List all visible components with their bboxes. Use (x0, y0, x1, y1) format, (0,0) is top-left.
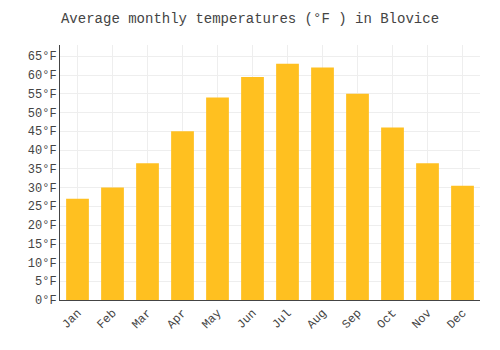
svg-text:Jun: Jun (234, 307, 259, 332)
svg-text:Nov: Nov (409, 307, 434, 332)
svg-text:Apr: Apr (164, 307, 189, 332)
svg-text:Sep: Sep (339, 307, 364, 332)
svg-text:55°F: 55°F (28, 88, 57, 102)
svg-text:Aug: Aug (304, 307, 329, 332)
svg-text:60°F: 60°F (28, 69, 57, 83)
svg-text:Jan: Jan (59, 307, 84, 332)
svg-text:35°F: 35°F (28, 163, 57, 177)
svg-text:40°F: 40°F (28, 144, 57, 158)
svg-text:May: May (199, 307, 224, 332)
svg-text:50°F: 50°F (28, 107, 57, 121)
svg-text:Oct: Oct (374, 307, 399, 332)
svg-text:25°F: 25°F (28, 200, 57, 214)
svg-text:15°F: 15°F (28, 238, 57, 252)
svg-text:30°F: 30°F (28, 182, 57, 196)
svg-text:Feb: Feb (94, 307, 119, 332)
svg-text:5°F: 5°F (35, 275, 57, 289)
svg-text:0°F: 0°F (35, 294, 57, 308)
svg-text:20°F: 20°F (28, 219, 57, 233)
svg-text:45°F: 45°F (28, 125, 57, 139)
svg-text:Jul: Jul (269, 307, 294, 332)
svg-text:65°F: 65°F (28, 50, 57, 64)
svg-text:Dec: Dec (444, 307, 469, 332)
svg-text:Mar: Mar (129, 307, 154, 332)
svg-text:Average monthly temperatures (: Average monthly temperatures (°F ) in Bl… (61, 11, 439, 27)
svg-text:10°F: 10°F (28, 257, 57, 271)
